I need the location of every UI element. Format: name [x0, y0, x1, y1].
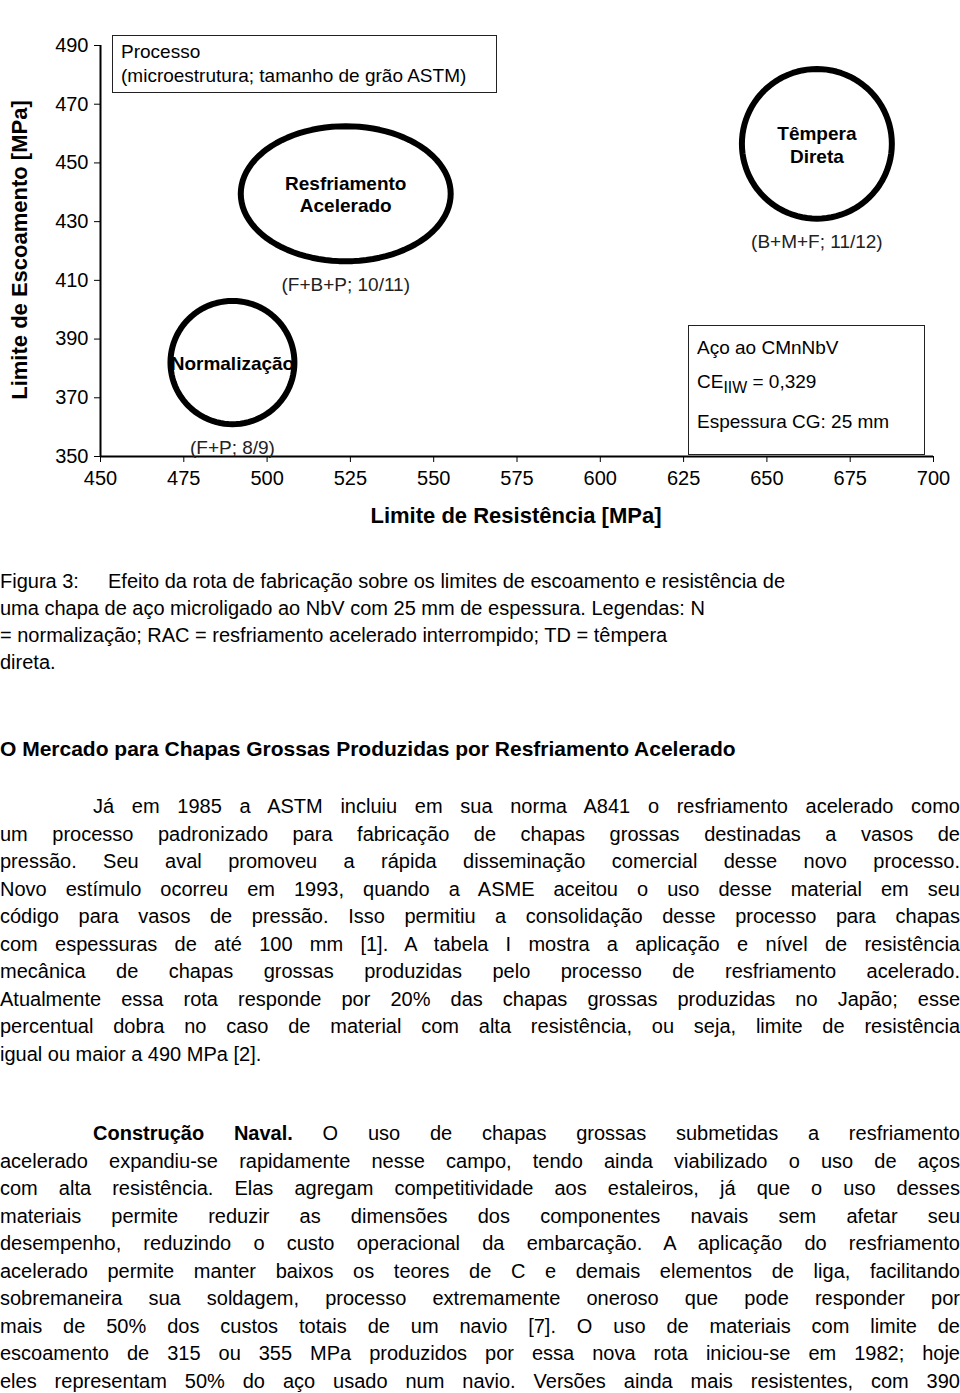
html-text:com alta resistência. Elas agr: com alta resistência. Elas agregam compe…	[0, 1177, 960, 1199]
html-text:percentual dobra no caso de ma: percentual dobra no caso de material com…	[0, 1015, 960, 1037]
svg-text:650: 650	[750, 467, 783, 489]
html-text:Limite de Resistência [MPa]: Limite de Resistência [MPa]	[370, 503, 662, 528]
html-text:(microestrutura; tamanho de gr: (microestrutura; tamanho de grão ASTM)	[121, 65, 467, 86]
html-text:Construção Naval. O uso de cha: Construção Naval. O uso de chapas grossa…	[93, 1122, 960, 1144]
html-text:acelerado expandiu-se rapidame: acelerado expandiu-se rapidamente nesse …	[0, 1149, 960, 1172]
svg-text:500: 500	[250, 467, 283, 489]
html-text:Figura 3:: Figura 3:	[0, 570, 79, 592]
html-text:CEIIW= 0,329: CEIIW= 0,329	[697, 371, 817, 396]
html-text:escoamento de 315 ou 355 MPa p: escoamento de 315 ou 355 MPa produzidos …	[0, 1342, 960, 1364]
svg-text:550: 550	[417, 467, 450, 489]
html-text:mecânica de chapas grossas pro: mecânica de chapas grossas produzidas pe…	[0, 960, 960, 982]
svg-text:390: 390	[55, 327, 88, 349]
html-text:código para vasos de pressão.: código para vasos de pressão. Isso permi…	[0, 905, 960, 927]
svg-text:(F+P; 8/9): (F+P; 8/9)	[190, 437, 275, 458]
svg-text:410: 410	[55, 269, 88, 291]
svg-text:430: 430	[55, 210, 88, 232]
html-text:igual ou maior a 490 MPa [2].: igual ou maior a 490 MPa [2].	[0, 1042, 262, 1065]
html-text:Espessura CG: 25 mm: Espessura CG: 25 mm	[697, 410, 890, 432]
html-text:eles representam 50% do aço us: eles representam 50% do aço usado num na…	[0, 1369, 960, 1392]
html-text:direta.: direta.	[0, 651, 56, 673]
html-text:Processo: Processo	[121, 41, 201, 62]
svg-text:450: 450	[55, 151, 88, 173]
html-text:Aço ao CMnNbV: Aço ao CMnNbV	[697, 337, 839, 358]
svg-text:475: 475	[167, 467, 200, 489]
svg-text:TêmperaDireta: TêmperaDireta	[777, 123, 857, 167]
html-text:sobremaneira sua soldagem, pro: sobremaneira sua soldagem, processo extr…	[0, 1287, 960, 1309]
svg-text:625: 625	[667, 467, 700, 489]
html-text:mais de 50% dos custos totais: mais de 50% dos custos totais de um navi…	[0, 1314, 960, 1337]
html-text:O Mercado para Chapas Grossas: O Mercado para Chapas Grossas Produzidas…	[0, 737, 736, 760]
html-text:Já em 1985 a ASTM incluiu em s: Já em 1985 a ASTM incluiu em sua norma A…	[93, 795, 960, 817]
html-text:= normalização; RAC = resfriam: = normalização; RAC = resfriamento acele…	[0, 624, 668, 646]
html-text:desempenho, reduzindo o custo: desempenho, reduzindo o custo operaciona…	[0, 1232, 960, 1254]
svg-text:(B+M+F; 11/12): (B+M+F; 11/12)	[751, 231, 883, 252]
svg-text:675: 675	[834, 467, 867, 489]
svg-text:Normalização: Normalização	[171, 353, 295, 374]
html-text:uma chapa de aço microligado a: uma chapa de aço microligado ao NbV com …	[0, 597, 705, 619]
html-text:com espessuras de até 100 mm [: com espessuras de até 100 mm [1]. A tabe…	[0, 932, 960, 955]
html-text:acelerado permite manter baixo: acelerado permite manter baixos os teore…	[0, 1259, 960, 1282]
svg-text:575: 575	[500, 467, 533, 489]
svg-text:490: 490	[55, 34, 88, 56]
svg-text:600: 600	[584, 467, 617, 489]
svg-text:470: 470	[55, 93, 88, 115]
svg-text:350: 350	[55, 445, 88, 467]
svg-text:700: 700	[917, 467, 950, 489]
html-text:materiais permite reduzir as d: materiais permite reduzir as dimensões d…	[0, 1204, 960, 1227]
svg-text:(F+B+P; 10/11): (F+B+P; 10/11)	[281, 274, 410, 295]
html-text:um processo padronizado para f: um processo padronizado para fabricação …	[0, 822, 960, 845]
svg-text:ResfriamentoAcelerado: ResfriamentoAcelerado	[285, 173, 406, 217]
html-text:Efeito da rota de fabricação s: Efeito da rota de fabricação sobre os li…	[108, 570, 785, 592]
html-text:Novo estímulo ocorreu em 1993,: Novo estímulo ocorreu em 1993, quando a …	[0, 877, 960, 900]
html-text:Atualmente essa rota responde: Atualmente essa rota responde por 20% da…	[0, 987, 960, 1010]
html-text:pressão. Seu aval promoveu a r: pressão. Seu aval promoveu a rápida diss…	[0, 850, 960, 872]
svg-text:525: 525	[334, 467, 367, 489]
svg-text:370: 370	[55, 386, 88, 408]
svg-text:450: 450	[84, 467, 117, 489]
html-text:Limite de Escoamento [MPa]: Limite de Escoamento [MPa]	[7, 100, 32, 400]
